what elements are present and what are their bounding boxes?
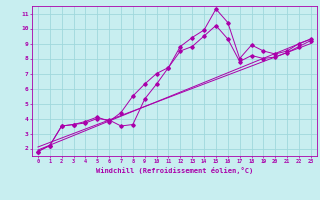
- X-axis label: Windchill (Refroidissement éolien,°C): Windchill (Refroidissement éolien,°C): [96, 167, 253, 174]
